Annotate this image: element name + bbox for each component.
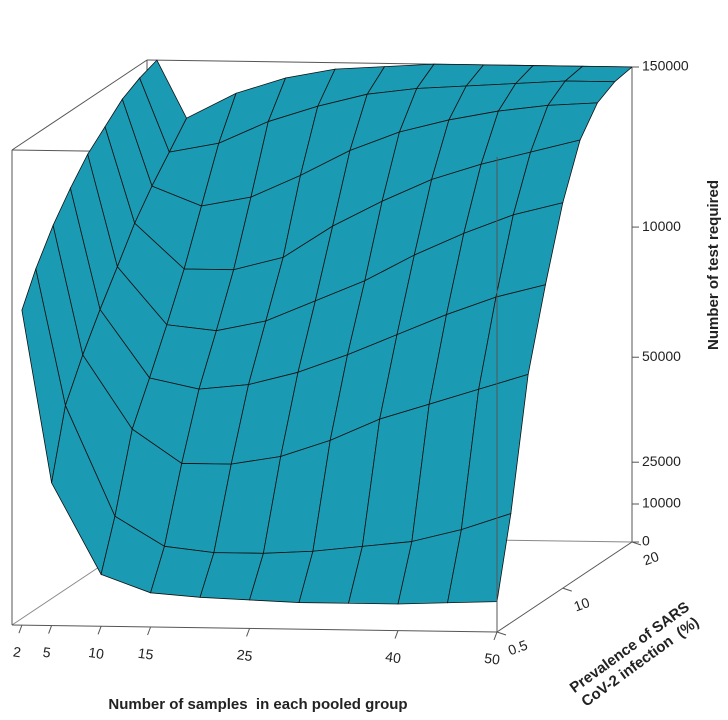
box-edge — [11, 624, 498, 633]
x-tick-label: 25 — [236, 646, 254, 664]
surface-patch — [447, 512, 512, 604]
x-tick — [493, 631, 498, 641]
z-tick-label: 50000 — [642, 348, 681, 364]
box-edge — [496, 541, 633, 633]
x-tick-label: 50 — [483, 650, 501, 668]
y-tick-label: 0.5 — [506, 637, 530, 659]
y-tick — [496, 631, 507, 636]
z-tick-label: 25000 — [642, 453, 681, 469]
x-tick-label: 40 — [384, 648, 402, 666]
x-axis-title: Number of samples in each pooled group — [108, 696, 407, 713]
z-tick-label: 150000 — [642, 58, 689, 74]
x-tick-label: 15 — [137, 645, 155, 663]
z-tick-label: 0 — [642, 533, 650, 549]
z-tick-label: 10000 — [642, 218, 681, 234]
surface — [21, 59, 634, 605]
y-tick-label: 20 — [641, 548, 661, 568]
z-axis-title: Number of test required — [705, 180, 722, 350]
x-tick — [97, 626, 102, 635]
x-tick — [246, 628, 251, 637]
x-tick — [18, 624, 23, 634]
x-tick — [147, 626, 152, 636]
z-tick-label: 10000 — [642, 495, 681, 511]
y-tick-label: 10 — [572, 594, 592, 614]
y-axis-title: Prevalence of SARS CoV-2 infection (%) — [567, 599, 703, 711]
x-tick-label: 10 — [87, 644, 105, 662]
x-tick — [394, 630, 399, 639]
x-tick-label: 2 — [12, 643, 22, 660]
x-tick — [48, 625, 53, 634]
y-tick — [562, 587, 572, 592]
x-tick-label: 5 — [42, 644, 52, 661]
box-edge — [11, 59, 148, 151]
